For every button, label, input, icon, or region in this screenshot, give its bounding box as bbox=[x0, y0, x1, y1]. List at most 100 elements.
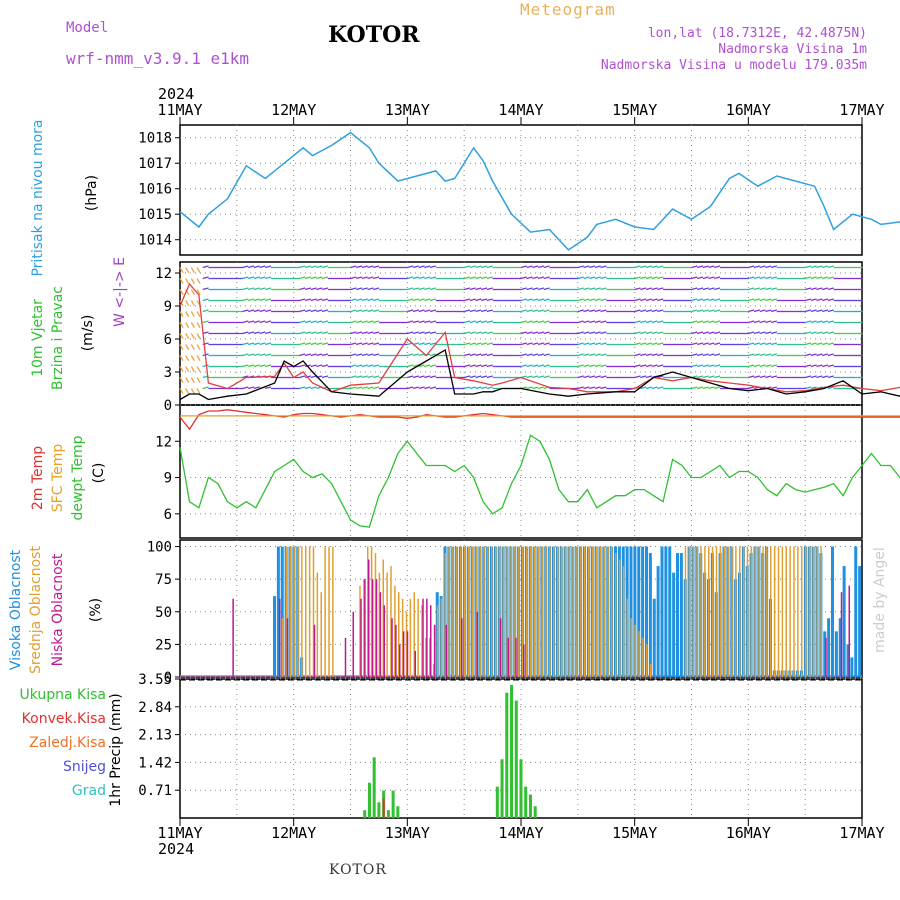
wind-barb bbox=[407, 386, 414, 390]
wind-barb bbox=[520, 298, 527, 302]
wind-barb bbox=[310, 287, 317, 291]
precip-y-tick-label: 3.55 bbox=[138, 672, 172, 688]
mid-cloud-bar bbox=[804, 546, 807, 677]
wind-barb bbox=[202, 364, 209, 368]
wind-barb bbox=[640, 287, 647, 291]
wind-barb bbox=[418, 331, 425, 335]
wind-barb bbox=[810, 276, 817, 280]
wind-barb bbox=[634, 375, 641, 379]
wind-barb bbox=[321, 353, 329, 357]
wind-barb bbox=[407, 287, 414, 291]
wind-barb bbox=[356, 320, 363, 324]
mid-cloud-bar bbox=[638, 631, 640, 677]
wind-barb bbox=[645, 287, 652, 291]
cloud-y-tick-label: 25 bbox=[155, 637, 172, 653]
wind-barb bbox=[321, 287, 329, 291]
wind-barb bbox=[770, 353, 778, 357]
wind-barb bbox=[412, 276, 419, 280]
wind-barb bbox=[299, 386, 306, 390]
wind-barb bbox=[299, 331, 306, 335]
wind-barb bbox=[321, 298, 329, 302]
wind-barb bbox=[822, 287, 829, 291]
wind-barb bbox=[253, 298, 260, 302]
wind-barb bbox=[651, 386, 658, 390]
mid-cloud-bar bbox=[541, 546, 543, 677]
dewpt-temp-line bbox=[179, 434, 900, 528]
low-cloud-bar bbox=[414, 650, 416, 677]
wind-barb bbox=[429, 309, 437, 313]
wind-barb bbox=[657, 320, 664, 324]
wind-barb bbox=[242, 353, 249, 357]
wind-barb bbox=[759, 309, 766, 313]
wind-barb bbox=[185, 377, 190, 384]
wind-barb bbox=[537, 276, 545, 280]
low-cloud-bar bbox=[499, 618, 502, 677]
wind-barb bbox=[367, 386, 374, 390]
wind-barb bbox=[481, 375, 488, 379]
wind-barb bbox=[537, 265, 545, 269]
wind-barb bbox=[242, 375, 249, 379]
wind-barb bbox=[753, 309, 760, 313]
wind-barb bbox=[350, 342, 357, 346]
wind-barb bbox=[691, 364, 698, 368]
mid-cloud-bar bbox=[576, 546, 578, 677]
wind-barb bbox=[748, 331, 755, 335]
wind-barb bbox=[310, 342, 317, 346]
mid-cloud-bar bbox=[816, 546, 818, 677]
wind-barb bbox=[373, 364, 380, 368]
wind-barb bbox=[691, 353, 698, 357]
wind-barb bbox=[748, 320, 755, 324]
mid-cloud-bar bbox=[762, 546, 764, 677]
low-cloud-bar bbox=[344, 637, 347, 677]
wind-barb bbox=[691, 309, 698, 313]
high-cloud-bar bbox=[273, 596, 276, 677]
wind-barb bbox=[185, 311, 190, 318]
wind-barb bbox=[526, 364, 533, 368]
low-cloud-bar bbox=[445, 624, 447, 677]
mid-cloud-bar bbox=[448, 546, 450, 677]
wind-barb bbox=[350, 309, 357, 313]
wind-barb bbox=[532, 375, 539, 379]
wind-barb bbox=[361, 298, 368, 302]
wind-barb bbox=[594, 386, 601, 390]
mid-cloud-bar bbox=[568, 546, 570, 677]
mid-cloud-bar bbox=[622, 566, 625, 677]
wind-barb bbox=[407, 298, 414, 302]
high-cloud-bar bbox=[831, 546, 834, 677]
wind-barb bbox=[827, 386, 834, 390]
wind-barb bbox=[248, 298, 255, 302]
total-rain-bar bbox=[377, 802, 381, 818]
wind-barb bbox=[532, 298, 539, 302]
mid-cloud-bar bbox=[560, 546, 563, 677]
wind-barb bbox=[361, 320, 368, 324]
wind-barb bbox=[463, 386, 471, 390]
total-rain-bar bbox=[363, 810, 367, 818]
wind-barb bbox=[367, 320, 374, 324]
wind-barb bbox=[424, 298, 431, 302]
mid-cloud-bar bbox=[522, 546, 524, 677]
mid-cloud-bar bbox=[312, 546, 315, 677]
wind-barb bbox=[589, 320, 596, 324]
mid-cloud-bar bbox=[820, 546, 822, 677]
wind-barb bbox=[248, 265, 255, 269]
mid-cloud-bar bbox=[692, 546, 694, 677]
wind-barb bbox=[486, 309, 493, 313]
wind-barb bbox=[367, 276, 374, 280]
wind-barb bbox=[770, 287, 778, 291]
wind-barb bbox=[418, 364, 425, 368]
wind-barb bbox=[600, 342, 607, 346]
wind-barb bbox=[185, 267, 190, 274]
wind-barb bbox=[520, 309, 527, 313]
wind-barb bbox=[600, 331, 607, 335]
wind-barb bbox=[708, 309, 715, 313]
wind-barb bbox=[367, 353, 374, 357]
wind-barb bbox=[748, 276, 755, 280]
wind-barb bbox=[185, 388, 190, 395]
wind-barb bbox=[373, 276, 380, 280]
wind-barb bbox=[429, 276, 437, 280]
wind-barb bbox=[537, 342, 545, 346]
mid-cloud-bar bbox=[742, 546, 745, 677]
wind-barb bbox=[321, 342, 329, 346]
wind-barb bbox=[657, 298, 664, 302]
wind-barb bbox=[265, 276, 272, 280]
